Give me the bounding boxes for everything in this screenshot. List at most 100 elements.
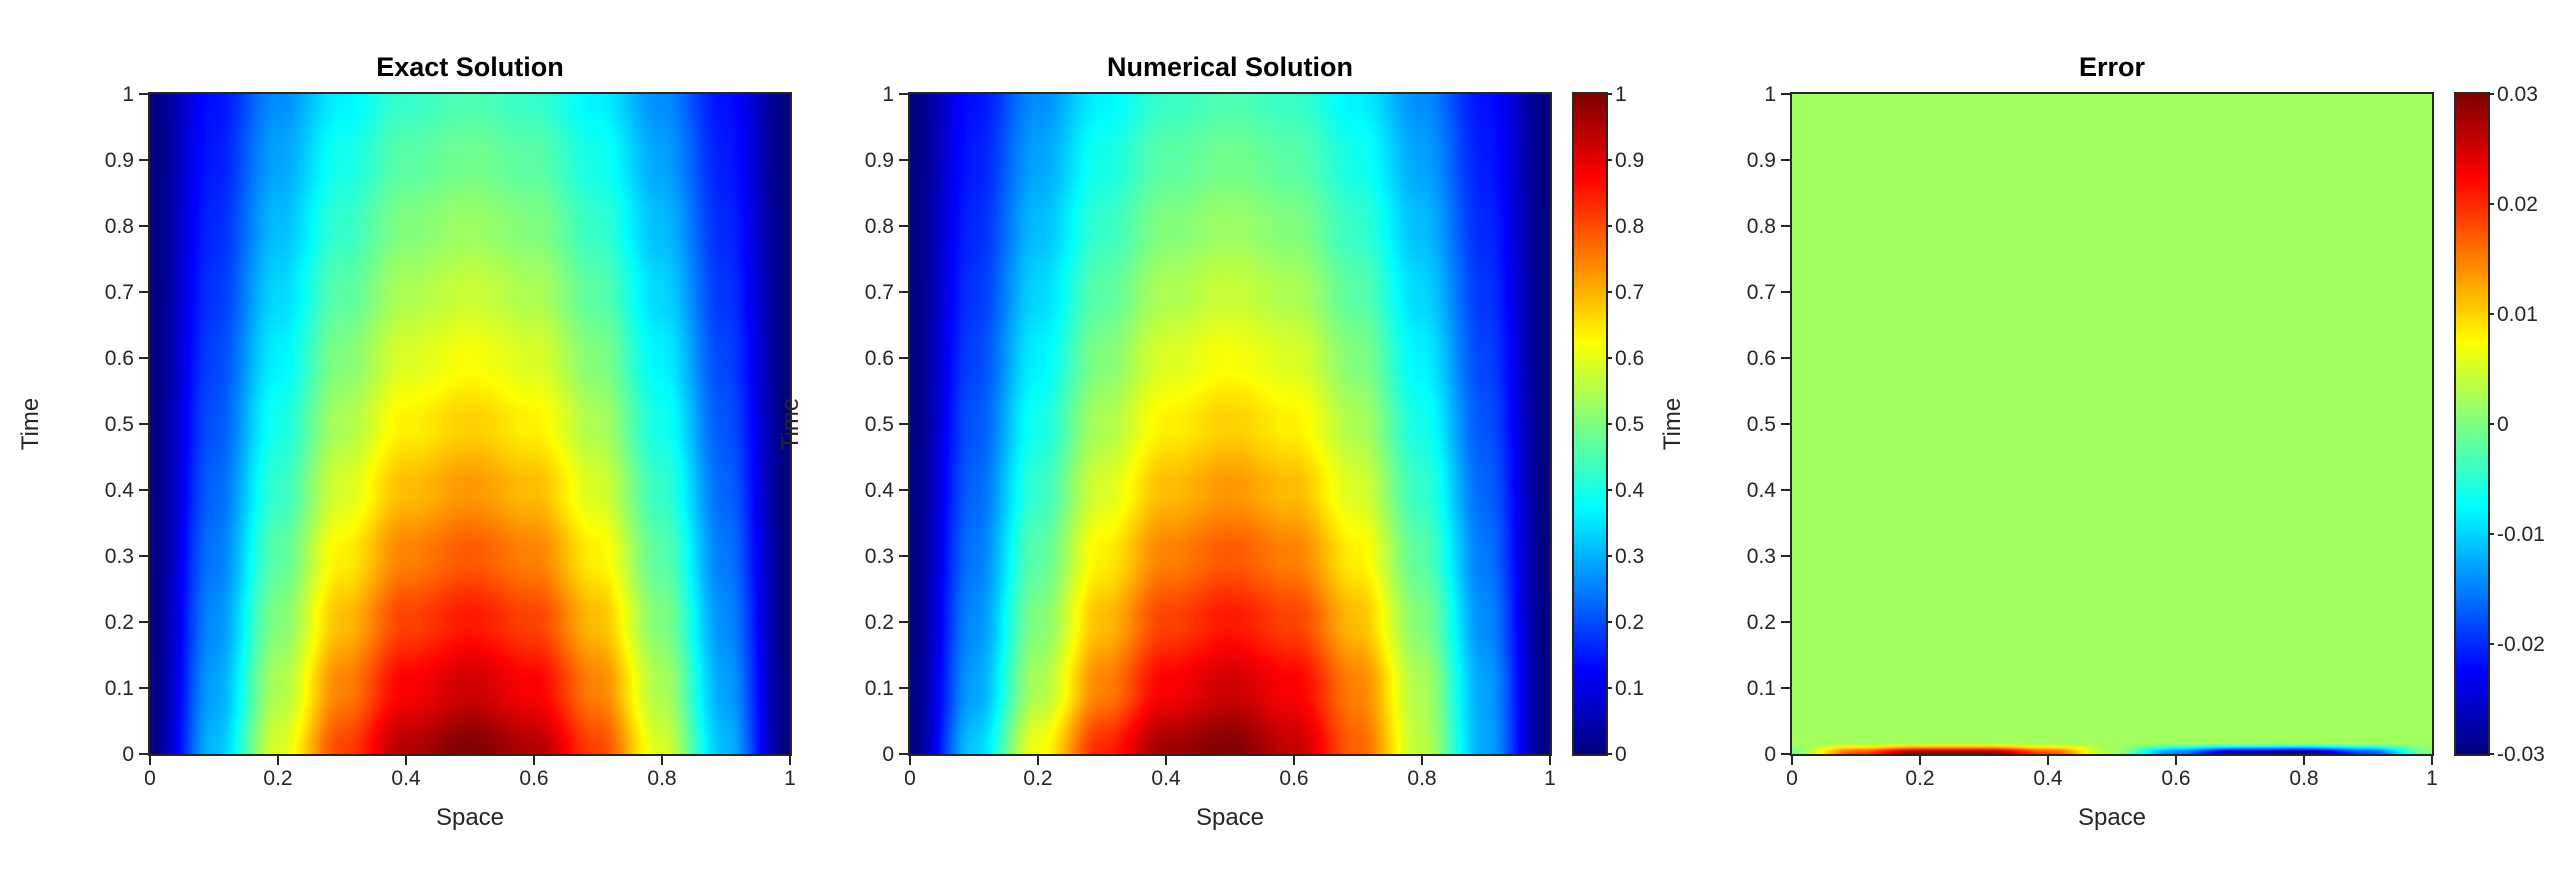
colorbar-tick-label: 0.9 xyxy=(1615,149,1645,172)
y-tick-label: 0.4 xyxy=(1746,479,1776,502)
colorbar-tick-label: 0.4 xyxy=(1615,479,1645,502)
y-tick-mark xyxy=(899,687,908,689)
colorbar-tick-label: -0.01 xyxy=(2497,523,2545,546)
y-tick-mark xyxy=(139,225,148,227)
y-tick-mark xyxy=(1781,159,1790,161)
x-tick-mark xyxy=(1165,756,1167,765)
y-tick-label: 0.2 xyxy=(1746,611,1776,634)
y-tick-label: 0.9 xyxy=(104,149,134,172)
x-tick-label: 0.2 xyxy=(1905,767,1935,790)
y-tick-mark xyxy=(139,555,148,557)
y-tick-mark xyxy=(1781,93,1790,95)
colorbar-tick-mark xyxy=(1606,687,1612,689)
y-tick-label: 0.3 xyxy=(1746,545,1776,568)
colorbar-tick-label: -0.02 xyxy=(2497,633,2545,656)
y-tick-label: 0.7 xyxy=(1746,281,1776,304)
x-tick-label: 0.8 xyxy=(647,767,677,790)
y-tick-label: 0.2 xyxy=(864,611,894,634)
y-tick-label: 0.4 xyxy=(864,479,894,502)
x-tick-mark xyxy=(2047,756,2049,765)
x-axis-label-numerical: Space xyxy=(1195,804,1265,831)
x-tick-mark xyxy=(789,756,791,765)
colorbar-tick-label: 0.03 xyxy=(2497,83,2538,106)
colorbar-tick-mark xyxy=(1606,159,1612,161)
colorbar-gradient-numerical xyxy=(1574,94,1606,754)
y-tick-label: 0.6 xyxy=(864,347,894,370)
y-axis-label-numerical: Time xyxy=(777,397,805,451)
y-tick-label: 0.4 xyxy=(104,479,134,502)
x-tick-label: 0 xyxy=(904,767,916,790)
chart-title-numerical: Numerical Solution xyxy=(1106,52,1354,82)
y-axis-label-wrap-error: Time xyxy=(1658,94,1688,754)
x-tick-label: 0.4 xyxy=(391,767,421,790)
y-tick-mark xyxy=(139,357,148,359)
plot-area-error: Time -0.03 -0.02 -0.01 0 0.01 0.02 0.03 0 0.2 0.… xyxy=(1659,84,2545,789)
y-tick-mark xyxy=(1781,687,1790,689)
y-tick-mark xyxy=(139,489,148,491)
y-tick-mark xyxy=(139,291,148,293)
colorbar-tick-mark xyxy=(1606,555,1612,557)
y-tick-mark xyxy=(1781,489,1790,491)
chart-title-error: Error xyxy=(2078,52,2146,82)
x-tick-label: 0.2 xyxy=(1023,767,1053,790)
y-tick-label: 0.3 xyxy=(864,545,894,568)
colorbar-tick-mark xyxy=(2488,753,2494,755)
colorbar-tick-mark xyxy=(1606,225,1612,227)
y-tick-label: 0 xyxy=(1764,743,1776,766)
y-tick-mark xyxy=(1781,555,1790,557)
y-axis-label-error: Time xyxy=(1659,397,1687,451)
x-tick-mark xyxy=(405,756,407,765)
plot-area-exact: Time 0 0.2 0.4 0.6 0.8 1 0 0.1 0.2 0.3 0.4 0.5 0.6 0.… xyxy=(17,84,796,789)
y-tick-mark xyxy=(1781,621,1790,623)
heatmap-canvas-exact xyxy=(150,94,790,754)
x-tick-mark xyxy=(1791,756,1793,765)
x-tick-label: 0.6 xyxy=(2161,767,2191,790)
colorbar-tick-label: -0.03 xyxy=(2497,743,2545,766)
y-tick-label: 0.6 xyxy=(104,347,134,370)
y-tick-mark xyxy=(1781,357,1790,359)
plot-area-numerical: Time 0 0.1 0.2 0.3 0.4 0.5 0.6 0.7 0.8 0.9 1 0 0.2 0… xyxy=(777,84,1644,789)
colorbar-tick-mark xyxy=(1606,621,1612,623)
y-tick-mark xyxy=(1781,753,1790,755)
y-tick-label: 0.1 xyxy=(104,677,134,700)
y-tick-label: 1 xyxy=(122,83,134,106)
y-tick-label: 0.1 xyxy=(864,677,894,700)
y-tick-label: 0.2 xyxy=(104,611,134,634)
y-tick-mark xyxy=(899,93,908,95)
y-tick-label: 0.3 xyxy=(104,545,134,568)
y-tick-mark xyxy=(899,291,908,293)
heatmap-canvas-numerical xyxy=(910,94,1550,754)
x-tick-mark xyxy=(1037,756,1039,765)
x-tick-mark xyxy=(277,756,279,765)
x-tick-label: 0.4 xyxy=(2033,767,2063,790)
y-tick-mark xyxy=(899,555,908,557)
x-tick-label: 1 xyxy=(784,767,796,790)
x-tick-label: 0.8 xyxy=(2289,767,2319,790)
colorbar-tick-label: 0.7 xyxy=(1615,281,1645,304)
colorbar-tick-label: 0.5 xyxy=(1615,413,1645,436)
colorbar-tick-mark xyxy=(2488,533,2494,535)
chart-title-exact: Exact Solution xyxy=(376,52,564,82)
y-tick-mark xyxy=(899,489,908,491)
y-tick-label: 0.8 xyxy=(864,215,894,238)
x-tick-mark xyxy=(909,756,911,765)
y-tick-label: 0.8 xyxy=(104,215,134,238)
x-tick-label: 0.2 xyxy=(263,767,293,790)
y-axis-label-exact: Time xyxy=(17,397,45,451)
colorbar-tick-mark xyxy=(1606,93,1612,95)
x-tick-mark xyxy=(2431,756,2433,765)
y-tick-label: 0.8 xyxy=(1746,215,1776,238)
y-tick-label: 1 xyxy=(882,83,894,106)
colorbar-tick-mark xyxy=(1606,357,1612,359)
x-tick-mark xyxy=(1549,756,1551,765)
colorbar-tick-label: 0.02 xyxy=(2497,193,2538,216)
y-tick-mark xyxy=(899,357,908,359)
y-tick-label: 0 xyxy=(122,743,134,766)
y-tick-mark xyxy=(899,225,908,227)
y-axis-label-wrap-exact: Time xyxy=(16,94,46,754)
x-tick-label: 1 xyxy=(1544,767,1556,790)
colorbar-tick-label: 0.2 xyxy=(1615,611,1645,634)
x-tick-label: 0 xyxy=(144,767,156,790)
x-tick-label: 0 xyxy=(1786,767,1798,790)
y-tick-mark xyxy=(899,423,908,425)
